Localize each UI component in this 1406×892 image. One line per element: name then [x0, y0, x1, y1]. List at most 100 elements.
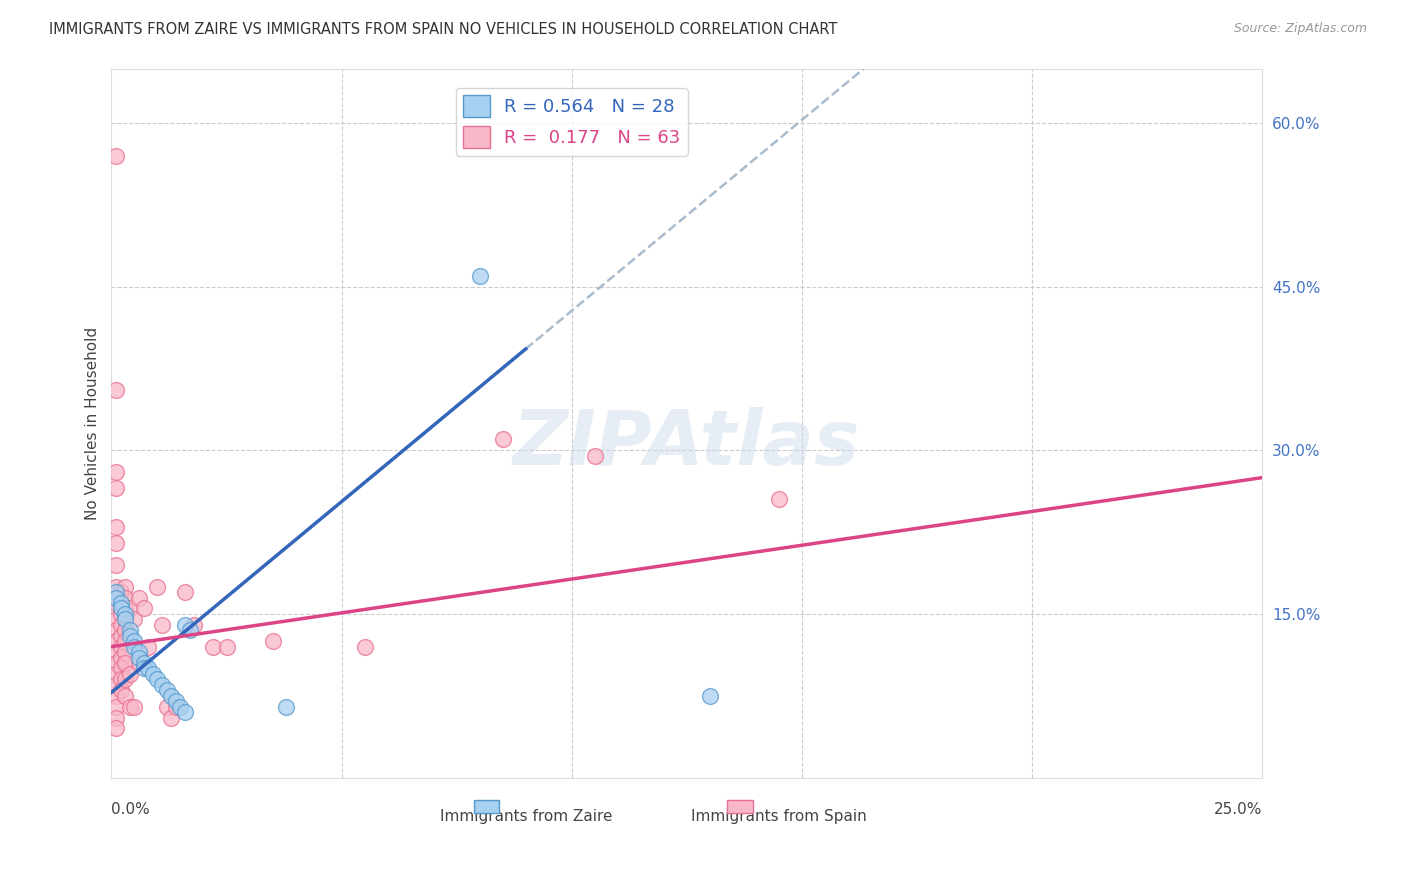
Point	[124, 699, 146, 714]
Point	[110, 673, 132, 687]
Point	[160, 689, 183, 703]
Point	[105, 667, 128, 681]
FancyBboxPatch shape	[727, 800, 752, 813]
Point	[110, 629, 132, 643]
Point	[114, 607, 136, 621]
Point	[124, 640, 146, 654]
Text: IMMIGRANTS FROM ZAIRE VS IMMIGRANTS FROM SPAIN NO VEHICLES IN HOUSEHOLD CORRELAT: IMMIGRANTS FROM ZAIRE VS IMMIGRANTS FROM…	[49, 22, 838, 37]
Point	[118, 624, 141, 638]
Point	[174, 585, 197, 599]
Point	[353, 640, 375, 654]
Point	[114, 656, 136, 670]
FancyBboxPatch shape	[474, 800, 499, 813]
Point	[179, 624, 201, 638]
Text: ZIPAtlas: ZIPAtlas	[513, 408, 860, 482]
Text: Immigrants from Zaire: Immigrants from Zaire	[440, 809, 612, 824]
Point	[128, 656, 150, 670]
Point	[105, 722, 128, 736]
Point	[768, 492, 790, 507]
Point	[105, 634, 128, 648]
Point	[105, 699, 128, 714]
Point	[468, 268, 491, 283]
Point	[114, 601, 136, 615]
Point	[699, 689, 721, 703]
Point	[114, 612, 136, 626]
Point	[105, 596, 128, 610]
Point	[156, 683, 179, 698]
Point	[105, 645, 128, 659]
Text: 0.0%: 0.0%	[111, 803, 150, 817]
Point	[183, 618, 205, 632]
Text: Immigrants from Spain: Immigrants from Spain	[692, 809, 868, 824]
Point	[150, 618, 173, 632]
Legend: R = 0.564   N = 28, R =  0.177   N = 63: R = 0.564 N = 28, R = 0.177 N = 63	[456, 88, 688, 156]
Point	[105, 678, 128, 692]
Point	[132, 601, 155, 615]
Text: 25.0%: 25.0%	[1215, 803, 1263, 817]
Point	[105, 519, 128, 533]
Point	[114, 645, 136, 659]
Point	[276, 699, 298, 714]
Point	[165, 694, 187, 708]
Point	[128, 591, 150, 605]
Point	[156, 699, 179, 714]
Point	[142, 667, 165, 681]
Point	[105, 558, 128, 572]
Point	[114, 591, 136, 605]
Point	[132, 661, 155, 675]
Point	[262, 634, 284, 648]
Point	[118, 629, 141, 643]
Point	[110, 607, 132, 621]
Point	[110, 650, 132, 665]
Point	[169, 699, 191, 714]
Point	[118, 699, 141, 714]
Text: Source: ZipAtlas.com: Source: ZipAtlas.com	[1233, 22, 1367, 36]
Point	[174, 618, 197, 632]
Point	[132, 656, 155, 670]
Point	[105, 536, 128, 550]
Point	[110, 596, 132, 610]
Point	[492, 433, 515, 447]
Point	[165, 699, 187, 714]
Point	[105, 656, 128, 670]
Point	[118, 601, 141, 615]
Point	[105, 149, 128, 163]
Point	[105, 384, 128, 398]
Point	[110, 585, 132, 599]
Point	[105, 580, 128, 594]
Point	[160, 710, 183, 724]
Point	[146, 580, 169, 594]
Point	[105, 591, 128, 605]
Point	[110, 640, 132, 654]
Point	[583, 449, 606, 463]
Point	[124, 612, 146, 626]
Point	[136, 661, 159, 675]
Point	[110, 601, 132, 615]
Point	[114, 673, 136, 687]
Point	[128, 650, 150, 665]
Point	[118, 667, 141, 681]
Point	[215, 640, 238, 654]
Point	[128, 645, 150, 659]
Point	[114, 612, 136, 626]
Point	[105, 482, 128, 496]
Point	[114, 624, 136, 638]
Point	[110, 596, 132, 610]
Point	[150, 678, 173, 692]
Point	[114, 580, 136, 594]
Point	[110, 661, 132, 675]
Point	[136, 640, 159, 654]
Point	[114, 634, 136, 648]
Point	[124, 634, 146, 648]
Point	[105, 710, 128, 724]
Y-axis label: No Vehicles in Household: No Vehicles in Household	[86, 326, 100, 520]
Point	[110, 683, 132, 698]
Point	[105, 585, 128, 599]
Point	[146, 673, 169, 687]
Point	[105, 465, 128, 479]
Point	[201, 640, 224, 654]
Point	[114, 689, 136, 703]
Point	[174, 705, 197, 719]
Point	[105, 624, 128, 638]
Point	[110, 618, 132, 632]
